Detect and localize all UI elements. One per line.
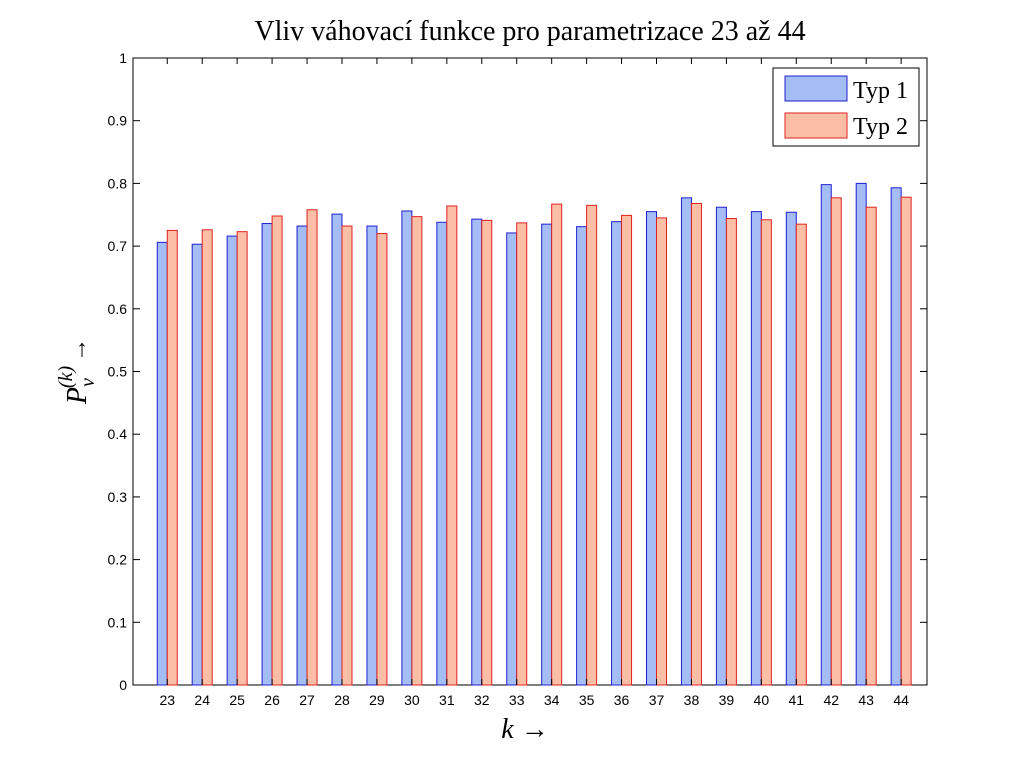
bar-typ-2-37 xyxy=(656,217,668,686)
x-tick-label: 26 xyxy=(264,692,280,708)
bar-group xyxy=(156,182,912,686)
y-axis-label-arrow: → xyxy=(66,338,92,362)
x-tick-label: 32 xyxy=(474,692,490,708)
bar-typ-1-42 xyxy=(820,184,832,686)
x-tick-label: 33 xyxy=(509,692,525,708)
svg-text:Pv(k)→: Pv(k) → xyxy=(55,338,99,405)
bar-typ-1-44 xyxy=(890,187,902,686)
bar-typ-1-36 xyxy=(611,221,623,686)
bar-typ-2-40 xyxy=(760,219,772,686)
bar-typ-2-38 xyxy=(690,202,702,686)
bar-typ-2-23 xyxy=(166,229,178,686)
y-tick-label: 0.8 xyxy=(108,175,128,191)
x-tick-label: 37 xyxy=(649,692,665,708)
bar-typ-1-23 xyxy=(156,241,168,686)
y-tick-label: 0.5 xyxy=(108,364,128,380)
x-tick-label: 39 xyxy=(719,692,735,708)
x-tick-label: 34 xyxy=(544,692,560,708)
bar-typ-2-34 xyxy=(551,203,563,686)
bar-typ-2-26 xyxy=(271,215,283,686)
y-axis-label-superscript: (k) xyxy=(55,366,77,389)
x-tick-label: 43 xyxy=(858,692,874,708)
bar-typ-1-37 xyxy=(646,211,658,686)
bar-typ-1-29 xyxy=(366,225,378,686)
bar-typ-2-30 xyxy=(411,216,423,686)
bar-typ-2-35 xyxy=(586,204,598,686)
x-tick-label: 38 xyxy=(684,692,700,708)
bar-typ-1-28 xyxy=(331,213,343,686)
bar-typ-1-26 xyxy=(261,223,273,686)
bar-typ-2-33 xyxy=(516,222,528,686)
bar-typ-2-36 xyxy=(621,214,633,686)
bar-typ-2-24 xyxy=(201,229,213,686)
bar-typ-2-31 xyxy=(446,205,458,686)
bar-typ-2-44 xyxy=(900,196,912,686)
bar-typ-1-27 xyxy=(296,225,308,686)
x-tick-label: 36 xyxy=(614,692,630,708)
bar-typ-1-34 xyxy=(541,223,553,686)
y-tick-label: 0 xyxy=(119,677,127,693)
bar-typ-2-25 xyxy=(236,231,248,686)
x-tick-label: 31 xyxy=(439,692,455,708)
y-tick-label: 0.6 xyxy=(108,301,128,317)
bar-typ-1-41 xyxy=(785,211,797,686)
bar-typ-2-41 xyxy=(795,223,807,686)
x-tick-label: 29 xyxy=(369,692,385,708)
x-tick-label: 35 xyxy=(579,692,595,708)
bar-typ-1-24 xyxy=(191,243,203,686)
legend: Typ 1 Typ 2 xyxy=(772,67,920,147)
x-tick-label: 24 xyxy=(194,692,210,708)
x-axis-label: k → xyxy=(501,714,548,745)
plot-area xyxy=(132,57,928,686)
y-tick-label: 0.4 xyxy=(108,426,128,442)
legend-swatch-typ-2 xyxy=(784,112,848,139)
x-axis: 23 24 25 26 27 28 29 30 31 32 33 34 35 36 37 38 39 40 41 42… xyxy=(159,58,909,708)
legend-label-typ-2: Typ 2 xyxy=(853,114,908,140)
legend-label-typ-1: Typ 1 xyxy=(853,78,908,104)
x-tick-label: 28 xyxy=(334,692,350,708)
x-tick-label: 25 xyxy=(229,692,245,708)
bar-typ-2-43 xyxy=(865,206,877,686)
bar-typ-1-30 xyxy=(401,210,413,686)
bar-typ-1-39 xyxy=(715,206,727,686)
bar-typ-1-35 xyxy=(576,226,588,686)
bar-typ-2-39 xyxy=(725,218,737,686)
y-tick-label: 1 xyxy=(119,50,127,66)
bar-typ-1-33 xyxy=(506,232,518,686)
y-axis-label-subscript: v xyxy=(77,378,99,387)
bar-typ-1-25 xyxy=(226,235,238,686)
bar-typ-2-32 xyxy=(481,219,493,686)
x-tick-label: 44 xyxy=(893,692,909,708)
bar-typ-1-31 xyxy=(436,221,448,686)
x-tick-label: 23 xyxy=(159,692,175,708)
x-tick-label: 40 xyxy=(754,692,770,708)
y-tick-label: 0.9 xyxy=(108,113,128,129)
x-tick-label: 41 xyxy=(789,692,805,708)
x-tick-label: 27 xyxy=(299,692,315,708)
chart-title: Vliv váhovací funkce pro parametrizace 2… xyxy=(254,16,805,47)
y-tick-label: 0.7 xyxy=(108,238,128,254)
bar-typ-2-27 xyxy=(306,209,318,686)
y-axis-label: Pv(k) → xyxy=(55,338,99,405)
y-tick-label: 0.2 xyxy=(108,552,128,568)
x-tick-label: 30 xyxy=(404,692,420,708)
bar-typ-2-28 xyxy=(341,225,353,686)
bar-typ-1-38 xyxy=(680,197,692,686)
bar-typ-2-42 xyxy=(830,197,842,686)
bar-typ-2-29 xyxy=(376,233,388,686)
y-axis-label-main: P xyxy=(62,387,93,405)
bar-typ-1-32 xyxy=(471,218,483,686)
y-axis: 0 0.1 0.2 0.3 0.4 0.5 0.6 0.7 0.8 0.9 1 xyxy=(108,50,927,693)
bar-typ-1-40 xyxy=(750,211,762,686)
y-tick-label: 0.1 xyxy=(108,614,128,630)
y-tick-label: 0.3 xyxy=(108,489,128,505)
bar-typ-1-43 xyxy=(855,182,867,686)
x-tick-label: 42 xyxy=(823,692,839,708)
legend-swatch-typ-1 xyxy=(784,75,848,102)
